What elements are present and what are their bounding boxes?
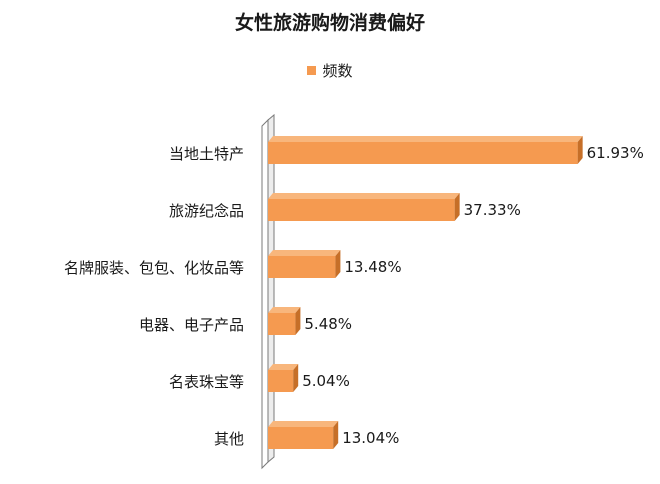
bar-front-face	[268, 427, 334, 449]
bar	[268, 307, 301, 335]
category-label: 电器、电子产品	[139, 316, 244, 334]
wall-depth	[267, 113, 275, 464]
data-label: 37.33%	[464, 201, 521, 219]
bars	[268, 136, 583, 449]
data-label: 61.93%	[587, 144, 644, 162]
category-label: 名表珠宝等	[169, 373, 244, 391]
chart-title: 女性旅游购物消费偏好	[234, 12, 425, 34]
bar-front-face	[268, 313, 296, 335]
data-label: 5.48%	[304, 315, 352, 333]
bar	[268, 421, 339, 449]
bar-top-face	[268, 250, 341, 256]
category-label: 其他	[214, 430, 244, 448]
category-label: 当地土特产	[169, 145, 244, 163]
data-label: 5.04%	[302, 372, 350, 390]
bar	[268, 364, 299, 392]
wall-front	[261, 118, 269, 470]
bar-top-face	[268, 307, 301, 313]
data-labels: 61.93% 37.33% 13.48% 5.48% 5.04% 13.04%	[302, 144, 644, 447]
bar-top-face	[268, 364, 299, 370]
bar-top-face	[268, 193, 460, 199]
chart-side-wall	[261, 113, 275, 470]
data-label: 13.48%	[344, 258, 401, 276]
bar-end-face	[454, 193, 460, 221]
bar-front-face	[268, 199, 455, 221]
bar-front-face	[268, 256, 336, 278]
bar-top-face	[268, 136, 583, 142]
bar-end-face	[335, 250, 341, 278]
bar	[268, 250, 341, 278]
legend: 频数	[0, 60, 660, 81]
data-label: 13.04%	[342, 429, 399, 447]
bar	[268, 193, 460, 221]
legend-swatch	[307, 66, 317, 75]
bar-end-face	[295, 307, 301, 335]
category-label: 旅游纪念品	[169, 202, 244, 220]
bar	[268, 136, 583, 164]
legend-label: 频数	[322, 62, 353, 80]
category-label: 名牌服装、包包、化妆品等	[64, 259, 244, 277]
bar-top-face	[268, 421, 339, 427]
bar-front-face	[268, 142, 578, 164]
bar-end-face	[333, 421, 339, 449]
bar-end-face	[293, 364, 299, 392]
bar-front-face	[268, 370, 294, 392]
bar-end-face	[577, 136, 583, 164]
